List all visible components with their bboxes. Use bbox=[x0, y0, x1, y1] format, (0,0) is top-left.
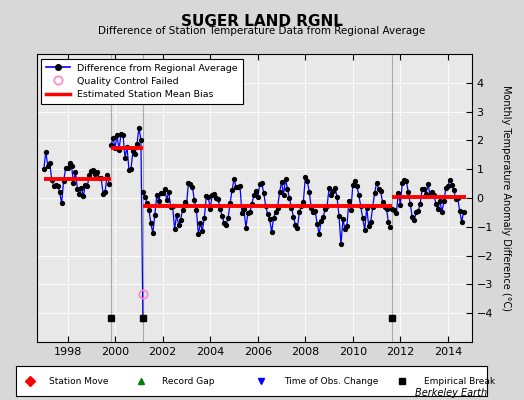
Text: Time of Obs. Change: Time of Obs. Change bbox=[285, 376, 379, 386]
Text: SUGER LAND RGNL: SUGER LAND RGNL bbox=[181, 14, 343, 29]
Legend: Difference from Regional Average, Quality Control Failed, Estimated Station Mean: Difference from Regional Average, Qualit… bbox=[41, 59, 243, 104]
Text: Station Move: Station Move bbox=[49, 376, 108, 386]
Text: Record Gap: Record Gap bbox=[162, 376, 214, 386]
Text: Empirical Break: Empirical Break bbox=[423, 376, 495, 386]
Y-axis label: Monthly Temperature Anomaly Difference (°C): Monthly Temperature Anomaly Difference (… bbox=[501, 85, 511, 311]
Text: Berkeley Earth: Berkeley Earth bbox=[415, 388, 487, 398]
Text: Difference of Station Temperature Data from Regional Average: Difference of Station Temperature Data f… bbox=[99, 26, 425, 36]
